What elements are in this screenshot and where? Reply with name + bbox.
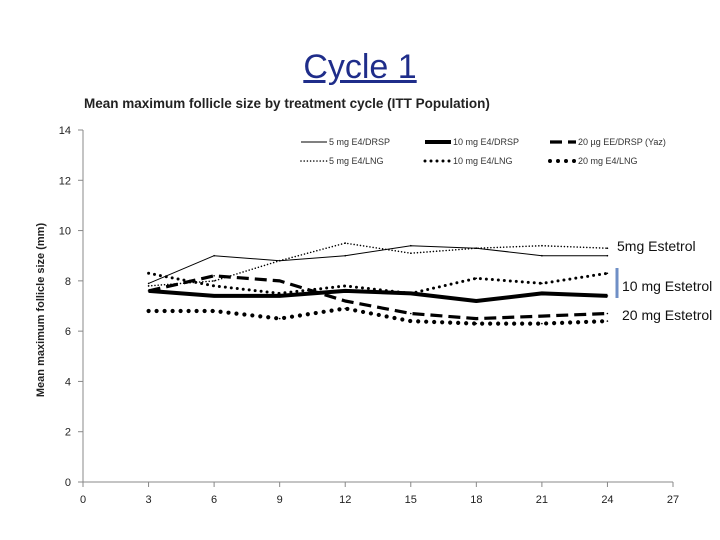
y-tick-label: 12 [59, 175, 71, 187]
x-tick-label: 3 [145, 494, 151, 506]
slide-title: Cycle 1 [303, 48, 417, 86]
legend: 5 mg E4/DRSP 10 mg E4/DRSP 20 µg EE/DRSP (… [300, 137, 666, 166]
data-point [606, 312, 609, 315]
x-tick-label: 6 [211, 494, 217, 506]
data-point [410, 252, 412, 254]
data-point [410, 244, 412, 247]
y-tick-label: 2 [65, 427, 71, 439]
annotation-20mg-estetrol: 20 mg Estetrol [622, 307, 712, 323]
series-line-2 [148, 288, 608, 303]
series-line-4 [147, 242, 609, 287]
data-point [606, 320, 609, 322]
data-point [278, 295, 281, 297]
x-tick-label: 0 [80, 494, 86, 506]
annotation-5mg-estetrol: 5mg Estetrol [617, 238, 696, 254]
data-point [344, 242, 347, 244]
data-point [410, 312, 412, 315]
legend-label: 20 µg EE/DRSP (Yaz) [578, 137, 666, 147]
annotation-marker [615, 268, 619, 298]
y-tick-label: 0 [65, 477, 71, 489]
series-group [146, 242, 610, 326]
data-point [475, 300, 478, 302]
data-point [213, 275, 215, 277]
x-tick-label: 18 [470, 494, 482, 506]
data-point [344, 290, 347, 292]
data-point [213, 280, 215, 282]
legend-label: 10 mg E4/DRSP [453, 137, 519, 147]
y-tick-label: 8 [65, 276, 71, 288]
x-tick-label: 27 [667, 494, 679, 506]
series-line-6 [146, 306, 610, 326]
data-point [147, 290, 150, 292]
data-point [541, 282, 543, 285]
y-tick-label: 4 [65, 376, 71, 388]
data-point [213, 254, 215, 257]
data-point [147, 282, 150, 285]
data-point [475, 247, 478, 249]
legend-label: 20 mg E4/LNG [578, 156, 638, 166]
series-line-3 [148, 274, 608, 321]
data-point [541, 254, 543, 257]
x-tick-label: 9 [277, 494, 283, 506]
data-point [541, 315, 543, 317]
data-point [147, 272, 150, 275]
y-tick-label: 14 [59, 125, 71, 137]
x-tick-label: 21 [536, 494, 548, 506]
legend-label: 5 mg E4/DRSP [329, 137, 390, 147]
data-point [213, 310, 215, 312]
data-point [344, 285, 347, 287]
data-point [278, 292, 281, 295]
y-tick-label: 6 [65, 326, 71, 338]
data-point [213, 285, 215, 287]
x-tick-label: 24 [601, 494, 613, 506]
x-tick-label: 15 [405, 494, 417, 506]
data-point [475, 317, 478, 320]
chart-title: Mean maximum follicle size by treatment … [84, 96, 490, 111]
data-point [147, 285, 150, 287]
data-point [278, 280, 281, 282]
legend-label: 5 mg E4/LNG [329, 156, 384, 166]
data-point [606, 254, 609, 257]
data-point [606, 272, 609, 275]
data-point [344, 300, 347, 302]
data-point [344, 307, 347, 310]
data-point [475, 277, 478, 280]
data-point [344, 254, 347, 257]
data-point [410, 320, 412, 322]
data-point [606, 295, 609, 297]
series-line-1 [148, 245, 608, 284]
y-tick-label: 10 [59, 226, 71, 238]
data-point [278, 259, 281, 262]
data-point [410, 292, 412, 295]
annotation-10mg-estetrol: 10 mg Estetrol [622, 278, 712, 294]
data-point [541, 292, 543, 295]
data-point [278, 317, 281, 320]
data-point [475, 322, 478, 325]
data-point [541, 244, 543, 247]
data-point [541, 322, 543, 325]
data-point [147, 310, 150, 312]
y-axis-label: Mean maximum follicle size (mm) [35, 223, 47, 398]
data-point [213, 295, 215, 297]
series-line-5 [147, 271, 609, 295]
data-point [606, 247, 609, 249]
x-tick-label: 12 [339, 494, 351, 506]
legend-label: 10 mg E4/LNG [453, 156, 513, 166]
